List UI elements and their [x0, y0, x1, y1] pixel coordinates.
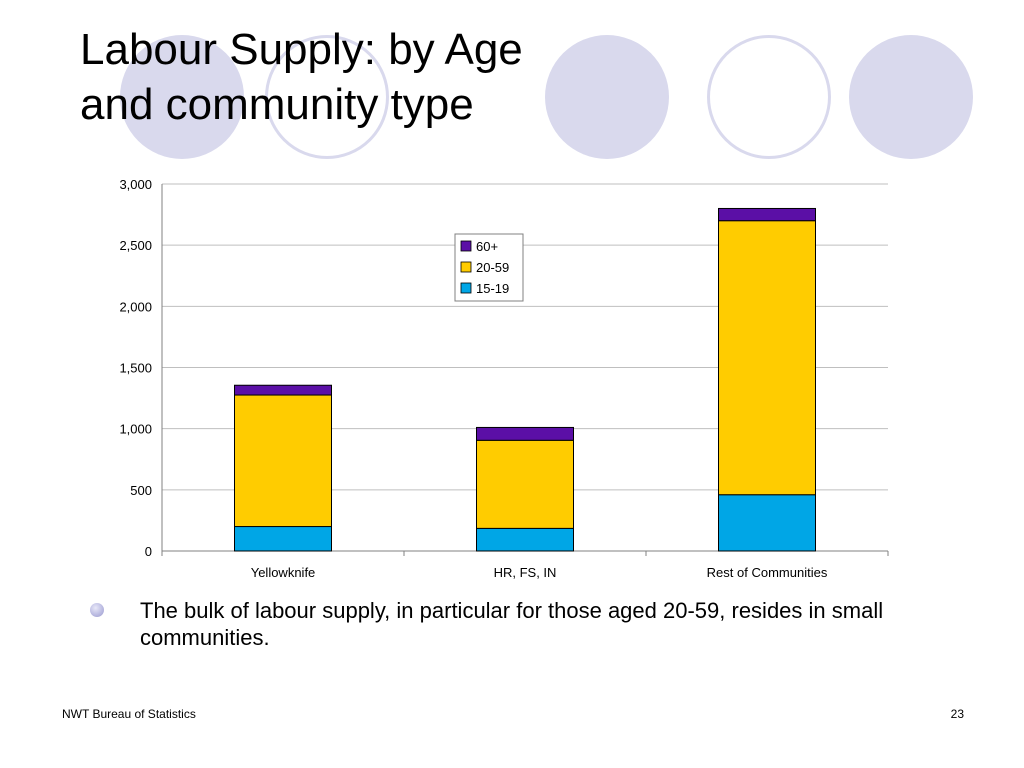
decorative-circle-1	[120, 35, 244, 159]
y-tick-label: 0	[145, 544, 152, 559]
bar-segment-15-19	[234, 526, 332, 552]
bar-segment-15-19	[718, 494, 816, 552]
slide-title: Labour Supply: by Age and community type	[80, 22, 523, 132]
x-tick-label: Rest of Communities	[707, 565, 828, 580]
bar-segment-60+	[234, 384, 332, 396]
bar-segment-20-59	[718, 220, 816, 496]
bar-segment-15-19	[476, 527, 574, 552]
decorative-circle-4	[707, 35, 831, 159]
slide-title-line-2: and community type	[80, 80, 474, 129]
x-tick-label: Yellowknife	[251, 565, 316, 580]
bar-segment-60+	[476, 426, 574, 441]
bullet-text: The bulk of labour supply, in particular…	[140, 598, 884, 650]
page-number: 23	[950, 707, 964, 721]
y-tick-label: 3,000	[119, 177, 152, 192]
footer-source: NWT Bureau of Statistics	[62, 707, 196, 721]
stacked-bar-chart: 0 500 1,000 1,500 2,000 2,500 3,000 Yellowknife…	[119, 177, 889, 580]
bullet-icon	[90, 603, 104, 617]
bar-segment-20-59	[234, 394, 332, 528]
y-tick-label: 500	[130, 483, 152, 498]
decorative-circle-5	[849, 35, 973, 159]
legend-label: 15-19	[476, 281, 509, 296]
decorative-circle-3	[545, 35, 669, 159]
decorative-circle-2	[265, 35, 389, 159]
bar-segment-20-59	[476, 439, 574, 529]
legend-label: 20-59	[476, 260, 509, 275]
legend-swatch-20-59	[460, 261, 472, 273]
y-tick-label: 1,500	[119, 361, 152, 376]
y-tick-label: 2,000	[119, 299, 152, 314]
legend-swatch-60+	[460, 240, 472, 252]
x-tick-label: HR, FS, IN	[494, 565, 557, 580]
y-tick-label: 1,000	[119, 422, 152, 437]
bar-segment-60+	[718, 207, 816, 222]
y-tick-label: 2,500	[119, 238, 152, 253]
legend-label: 60+	[476, 239, 498, 254]
slide-title-line-1: Labour Supply: by Age	[80, 25, 523, 74]
legend-swatch-15-19	[460, 282, 472, 294]
